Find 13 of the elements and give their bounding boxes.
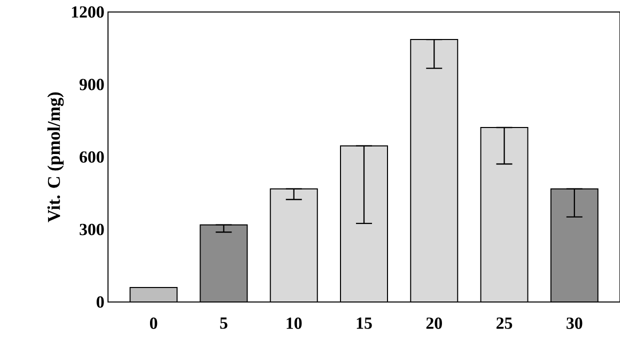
- x-tick-label: 5: [220, 318, 228, 329]
- y-tick-label: 300: [80, 224, 104, 236]
- x-tick-label: 30: [566, 318, 582, 329]
- y-tick-label: 1200: [72, 6, 104, 18]
- y-tick-label: 600: [80, 151, 104, 163]
- y-tick-label: 0: [96, 296, 104, 308]
- x-tick-label: 0: [150, 318, 158, 329]
- y-tick-label: 900: [80, 78, 104, 90]
- x-tick-label: 20: [426, 318, 442, 329]
- x-tick-label: 15: [356, 318, 372, 329]
- x-tick-label: 25: [496, 318, 512, 329]
- y-axis-title: Vit. C (pmol/mg): [47, 92, 64, 222]
- x-tick-label: 10: [286, 318, 302, 329]
